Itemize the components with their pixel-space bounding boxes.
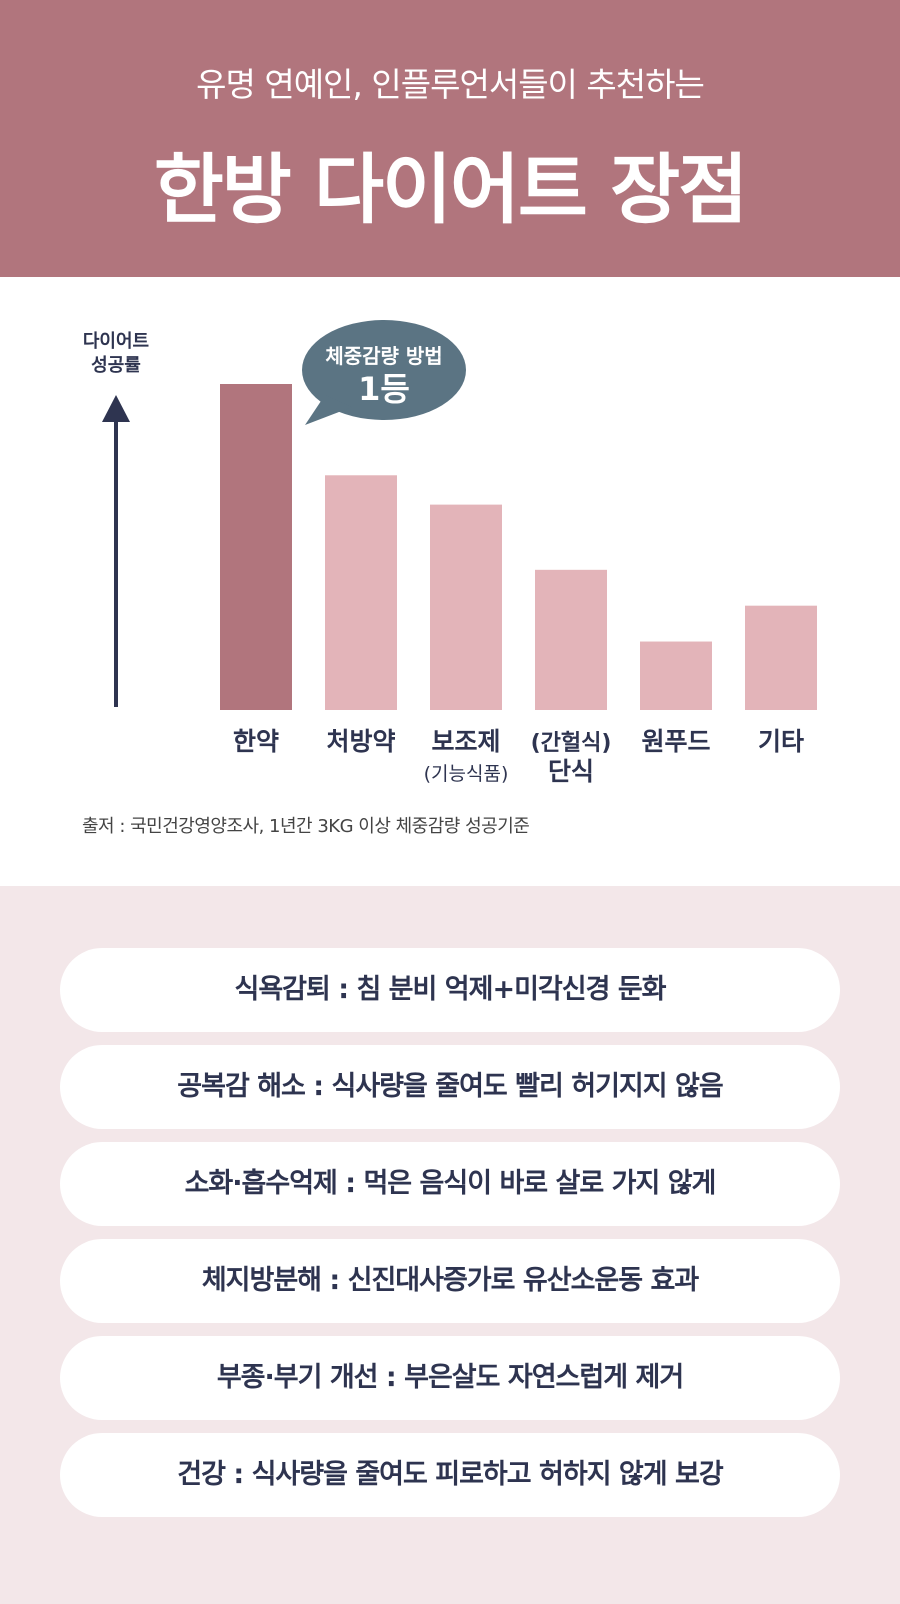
category-label: 단식: [548, 757, 594, 786]
category-label: 처방약: [326, 727, 395, 756]
bar-5: [640, 641, 712, 710]
y-axis-label: 다이어트: [83, 331, 149, 352]
benefit-item: 식욕감퇴 : 침 분비 억제+미각신경 둔화: [60, 948, 840, 1032]
y-axis-label: 성공률: [91, 355, 141, 376]
category-label: 한약: [233, 727, 279, 756]
benefit-item: 건강 : 식사량을 줄여도 피로하고 허하지 않게 보강: [60, 1433, 840, 1517]
callout-tail: [305, 395, 352, 425]
category-label: (기능식품): [424, 763, 509, 785]
category-label: (간헐식): [531, 731, 612, 756]
bar-1: [220, 384, 292, 710]
y-axis-arrowhead: [102, 395, 130, 422]
benefit-item: 체지방분해 : 신진대사증가로 유산소운동 효과: [60, 1239, 840, 1323]
bar-6: [745, 605, 817, 710]
chart-source: 출저 : 국민건강영양조사, 1년간 3KG 이상 체중감량 성공기준: [82, 816, 530, 837]
benefit-item: 공복감 해소 : 식사량을 줄여도 빨리 허기지지 않음: [60, 1045, 840, 1129]
bar-3: [430, 504, 502, 710]
header-banner: 유명 연예인, 인플루언서들이 추천하는 한방 다이어트 장점: [0, 0, 900, 277]
category-label: 기타: [758, 727, 804, 756]
callout-text: 체중감량 방법: [325, 344, 442, 368]
bar-4: [535, 569, 607, 710]
benefit-item: 부종·부기 개선 : 부은살도 자연스럽게 제거: [60, 1336, 840, 1420]
callout-text: 1등: [358, 370, 410, 408]
bar-2: [325, 475, 397, 710]
callout-shape: [302, 320, 466, 420]
header-subtitle: 유명 연예인, 인플루언서들이 추천하는: [196, 65, 705, 104]
benefit-item: 소화·흡수억제 : 먹은 음식이 바로 살로 가지 않게: [60, 1142, 840, 1226]
category-label: 원푸드: [641, 727, 710, 756]
category-label: 보조제: [431, 727, 500, 756]
header-title: 한방 다이어트 장점: [153, 145, 748, 234]
